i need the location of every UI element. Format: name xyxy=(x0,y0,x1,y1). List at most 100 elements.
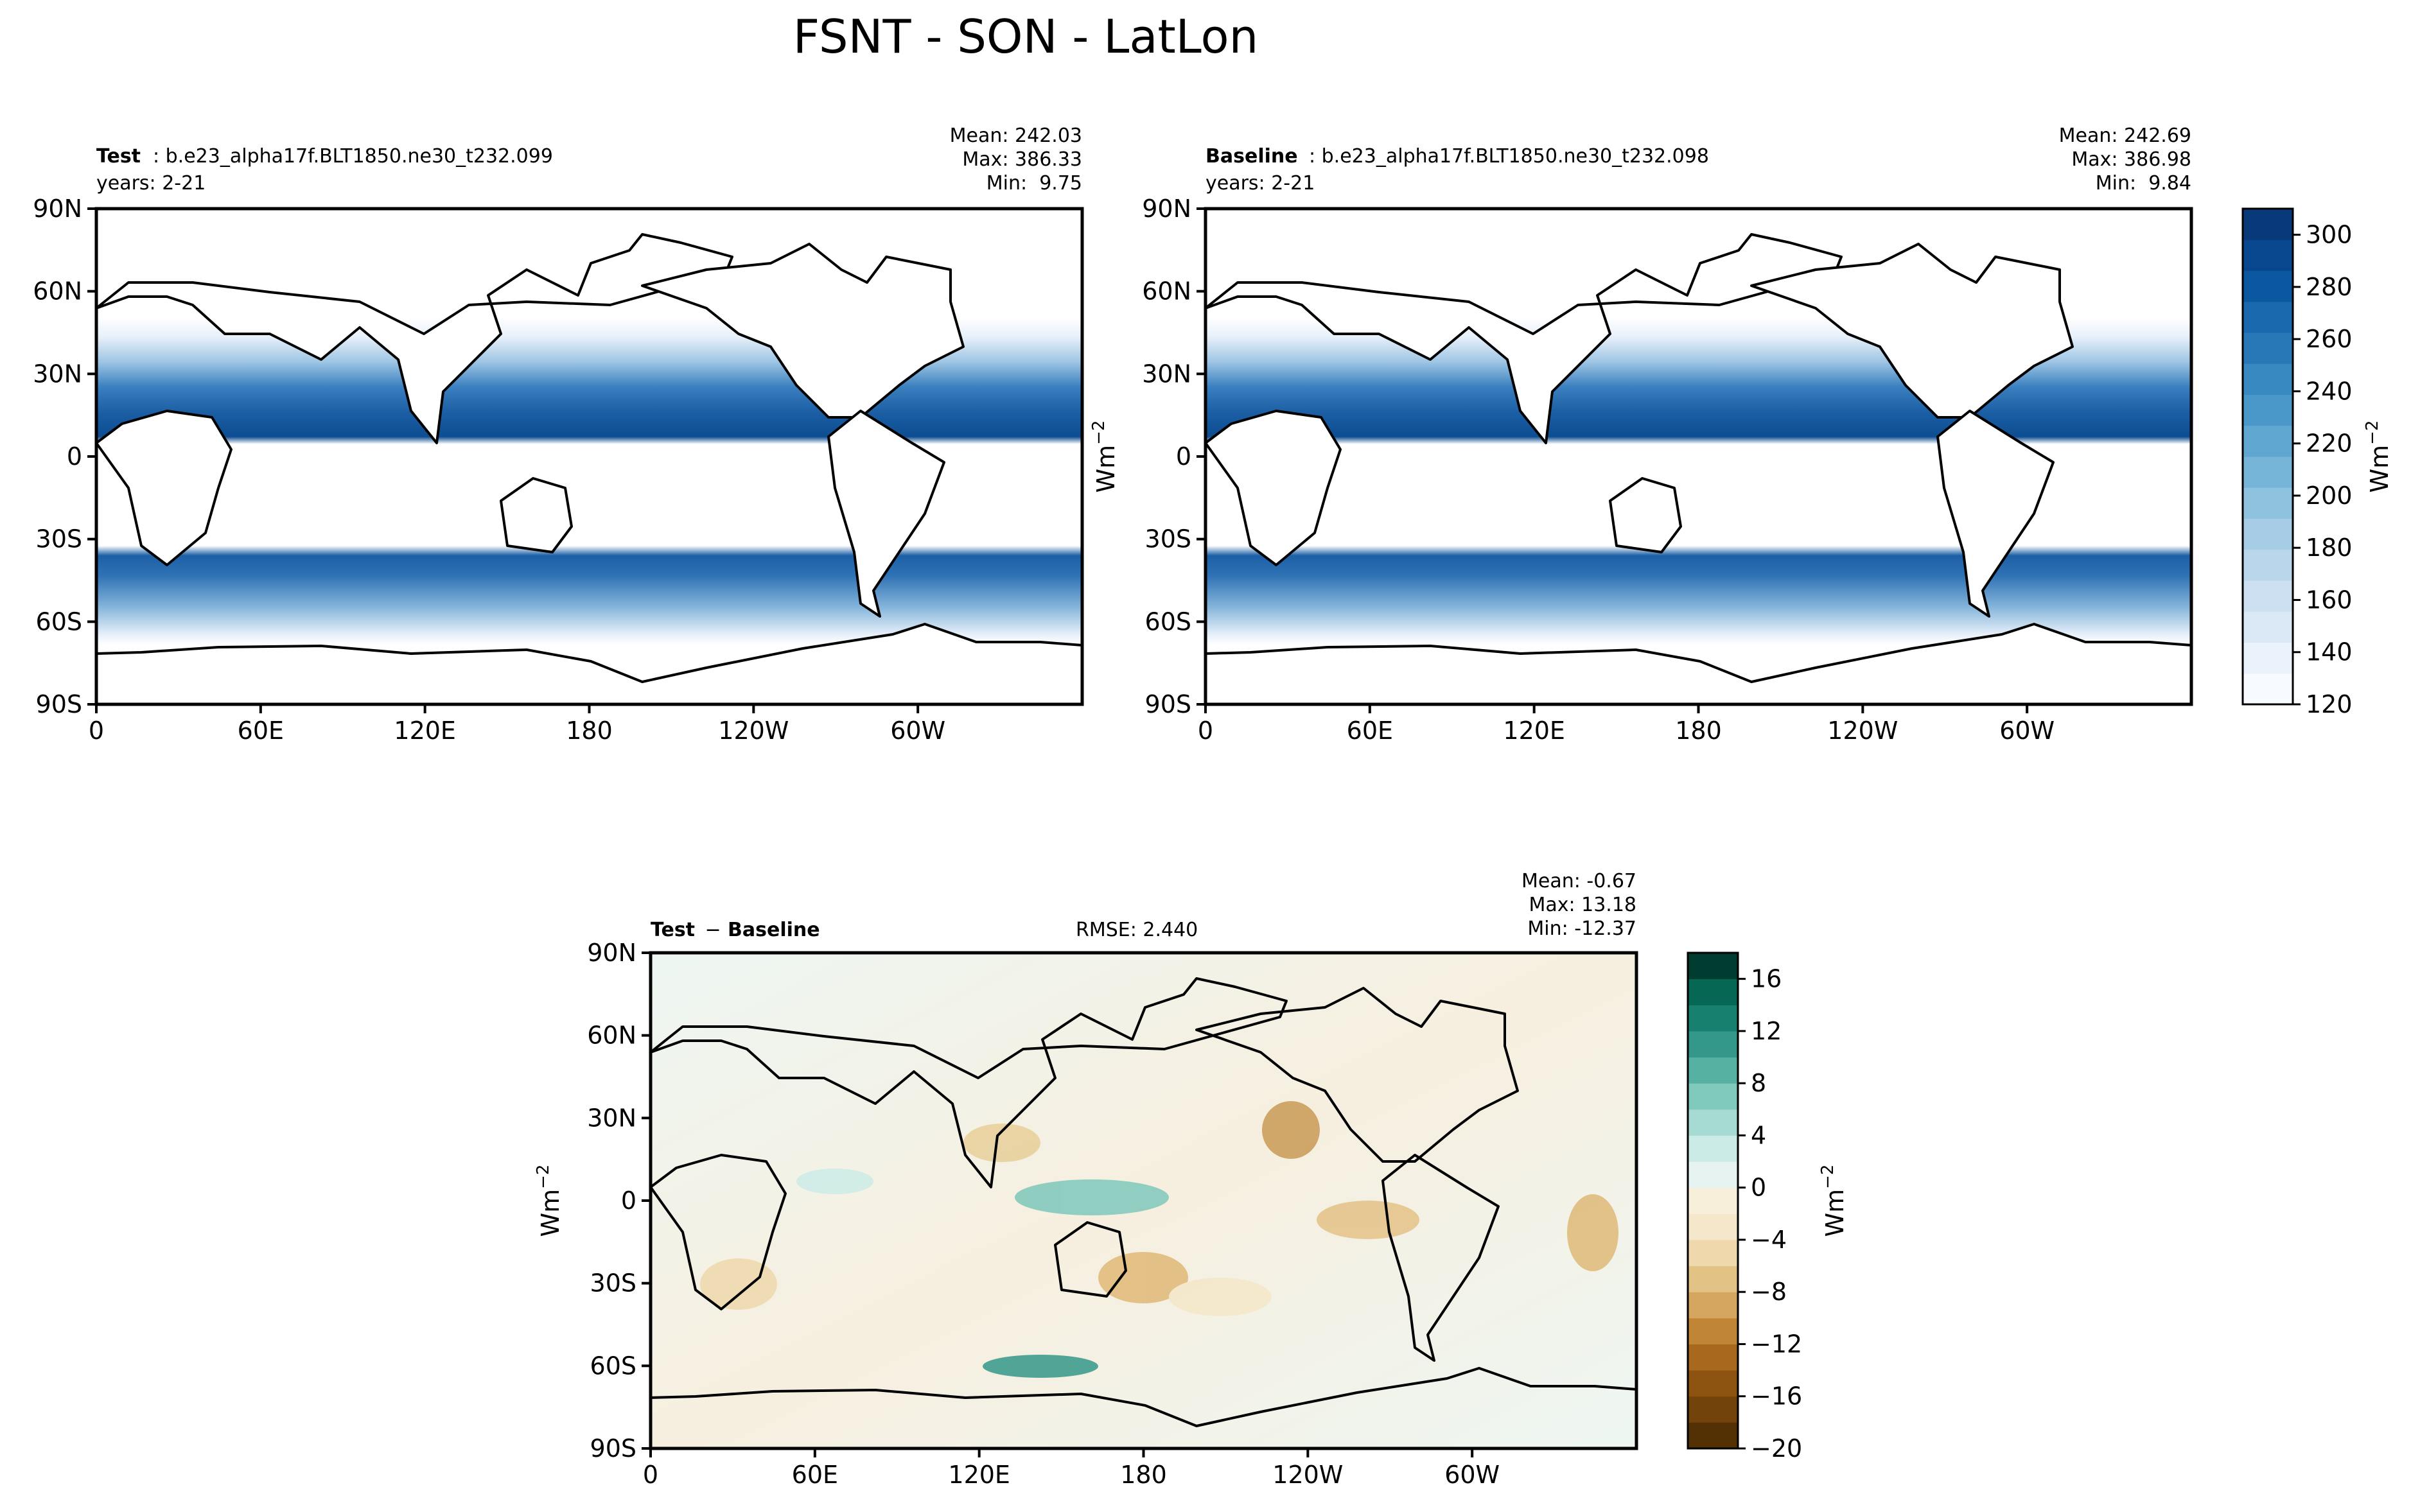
diff-label-bold: Test xyxy=(651,919,695,941)
diff-rmse: RMSE: 2.440 xyxy=(1076,919,1198,941)
xtick-label: 120W xyxy=(1827,717,1898,745)
colorbar-tick-label: 140 xyxy=(2306,638,2353,666)
colorbar-segment xyxy=(1688,1265,1738,1292)
colorbar-tick-label: −20 xyxy=(1751,1434,1802,1463)
ytick-label: 0 xyxy=(621,1186,636,1215)
ytick-label: 60S xyxy=(1145,607,1191,636)
colorbar-segment xyxy=(2243,301,2293,333)
diff-label-mid: − xyxy=(699,919,727,941)
ytick-label: 30S xyxy=(36,525,82,553)
ytick-label: 60S xyxy=(590,1351,636,1380)
baseline-ylabel-text: Wm xyxy=(1092,445,1120,493)
colorbar-segment xyxy=(1688,1292,1738,1319)
colorbar-tick-label: 260 xyxy=(2306,325,2353,353)
diff-ylabel: Wm−2 xyxy=(534,1165,565,1237)
test-label-rest: : b.e23_alpha17f.BLT1850.ne30_t232.099 xyxy=(153,145,553,168)
colorbar-tick-label: 8 xyxy=(1751,1069,1766,1097)
diff-yaxis: 90N 60N 30N 0 30S 60S 90S xyxy=(587,939,651,1463)
colorbar-segment xyxy=(2243,425,2293,457)
colorbar-frame xyxy=(1687,952,1739,1450)
xtick-label: 60W xyxy=(1444,1461,1500,1489)
test-yaxis: 90N 60N 30N 0 30S 60S 90S xyxy=(33,195,96,718)
xtick-label: 60W xyxy=(1999,717,2055,745)
diff-patch xyxy=(796,1169,873,1194)
test-stat-max: Max: 386.33 xyxy=(962,148,1082,171)
colorbar-segment xyxy=(2243,209,2293,240)
xtick-label: 0 xyxy=(643,1461,658,1489)
baseline-stat-max: Max: 386.98 xyxy=(2071,148,2191,171)
diff-land-africa xyxy=(649,1154,787,1310)
diff-coastlines xyxy=(649,977,1637,1427)
baseline-xaxis: 0 60E 120E 180 120W 60W xyxy=(1198,704,2055,745)
ytick-label: 90N xyxy=(33,195,82,223)
diff-xaxis: 0 60E 120E 180 120W 60W xyxy=(643,1448,1500,1489)
colorbar-tick-label: 220 xyxy=(2306,430,2353,458)
diff-patch xyxy=(1169,1278,1272,1316)
colorbar-segment xyxy=(2243,642,2293,674)
baseline-land-eurasia xyxy=(1204,233,1843,444)
test-coastlines xyxy=(95,233,1083,706)
difference-colorbar-label-text: Wm xyxy=(1821,1189,1849,1237)
colorbar-frame xyxy=(2241,207,2294,706)
test-land-south-america xyxy=(827,410,945,618)
xtick-label: 180 xyxy=(1675,717,1722,745)
colorbar-segment xyxy=(1688,1057,1738,1084)
svg-text:Wm−2: Wm−2 xyxy=(1818,1165,1849,1237)
colorbar-tick-label: −8 xyxy=(1751,1278,1787,1306)
baseline-ylabel: Wm−2 xyxy=(1089,421,1120,493)
xtick-label: 120E xyxy=(394,717,456,745)
colorbar-tick-label: −4 xyxy=(1751,1226,1787,1254)
colorbar-tick-label: −16 xyxy=(1751,1382,1802,1411)
colorbar-segment xyxy=(1688,1161,1738,1188)
ytick-label: 60N xyxy=(1142,277,1191,306)
colorbar-segment xyxy=(2243,270,2293,302)
ytick-label: 90S xyxy=(590,1434,636,1463)
baseline-ylabel-sup: −2 xyxy=(1089,421,1109,445)
colorbar-tick-label: −12 xyxy=(1751,1330,1802,1358)
ytick-label: 60N xyxy=(587,1021,636,1050)
colorbar-tick-label: 240 xyxy=(2306,377,2353,405)
difference-colorbar-label-sup: −2 xyxy=(1818,1165,1837,1189)
ytick-label: 0 xyxy=(1176,442,1191,471)
xtick-label: 120W xyxy=(1272,1461,1343,1489)
colorbar-segment xyxy=(1688,1370,1738,1397)
baseline-land-africa xyxy=(1204,410,1342,566)
colorbar-segment xyxy=(2243,239,2293,271)
baseline-land-south-america xyxy=(1936,410,2055,618)
ytick-label: 90N xyxy=(587,939,636,967)
xtick-label: 60E xyxy=(1347,717,1393,745)
diff-patch xyxy=(700,1258,777,1310)
xtick-label: 120W xyxy=(718,717,789,745)
xtick-label: 120E xyxy=(948,1461,1010,1489)
colorbar-segment xyxy=(1688,1239,1738,1267)
panel-baseline: Baseline : b.e23_alpha17f.BLT1850.ne30_t… xyxy=(1089,125,2394,745)
colorbar-tick-label: 0 xyxy=(1751,1174,1766,1202)
diff-land-antarctica xyxy=(650,1367,1637,1427)
absolute-colorbar: 120 140 160 180 200 220 240 260 280 300 xyxy=(2241,207,2353,718)
colorbar-segment xyxy=(2243,549,2293,581)
colorbar-segment xyxy=(2243,456,2293,488)
ytick-label: 30N xyxy=(1142,360,1191,388)
colorbar-tick-label: 16 xyxy=(1751,965,1782,993)
ytick-label: 90S xyxy=(36,690,82,718)
colorbar-segment xyxy=(1688,1135,1738,1162)
colorbar-tick-label: 4 xyxy=(1751,1121,1766,1149)
panel-test: Test : b.e23_alpha17f.BLT1850.ne30_t232.… xyxy=(33,125,1084,745)
colorbar-segment xyxy=(2243,394,2293,426)
xtick-label: 60E xyxy=(792,1461,838,1489)
baseline-land-australia xyxy=(1609,477,1682,553)
baseline-years: years: 2-21 xyxy=(1206,172,1315,195)
colorbar-segment xyxy=(1688,1422,1738,1449)
baseline-stat-min: Min: 9.84 xyxy=(2096,172,2191,195)
test-land-africa xyxy=(95,410,232,566)
colorbar-segment xyxy=(2243,487,2293,519)
diff-label-bold2: Baseline xyxy=(728,919,820,941)
colorbar-tick-label: 300 xyxy=(2306,221,2353,249)
colorbar-tick-label: 180 xyxy=(2306,534,2353,562)
diff-ylabel-text: Wm xyxy=(536,1189,565,1237)
ytick-label: 30S xyxy=(1145,525,1191,553)
colorbar-segment xyxy=(2243,580,2293,612)
diff-patch xyxy=(1567,1194,1618,1271)
colorbar-segment xyxy=(2243,333,2293,364)
svg-text:Wm−2: Wm−2 xyxy=(534,1165,565,1237)
